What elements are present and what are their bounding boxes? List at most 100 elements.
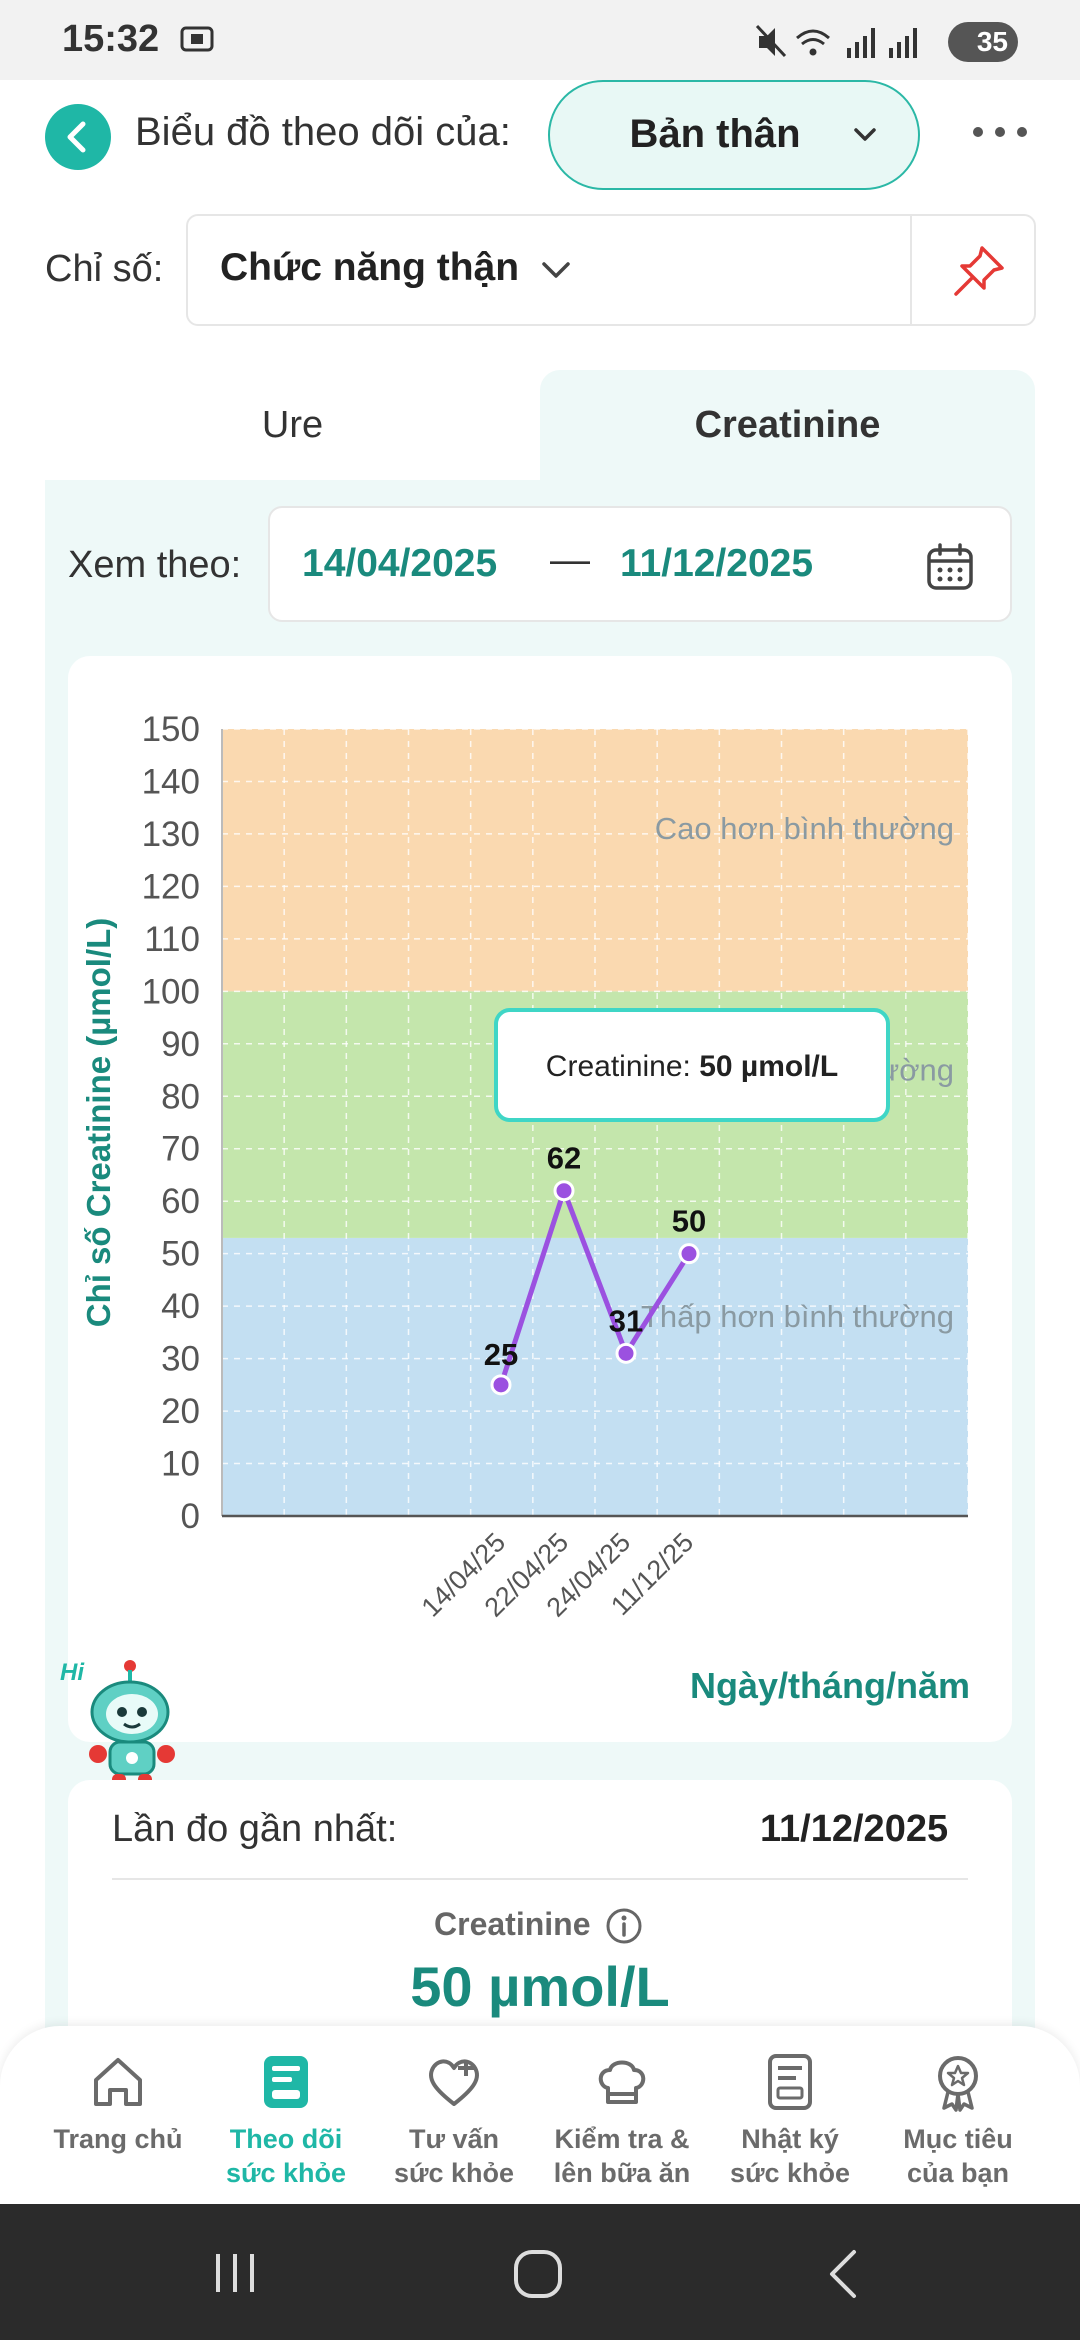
y-tick-label: 10 [161, 1445, 200, 1484]
nav-label-line2: sức khỏe [393, 2158, 515, 2188]
nav-label: Nhật ký [741, 2124, 839, 2154]
nav-item-health-tracking[interactable]: Theo dõi sức khỏe [196, 2050, 376, 2190]
nav-label: Trang chủ [53, 2124, 183, 2154]
chevron-down-icon [854, 128, 876, 141]
tooltip-box [494, 1008, 890, 1122]
x-axis-title: Ngày/tháng/năm [690, 1665, 970, 1706]
y-tick-label: 30 [161, 1340, 200, 1379]
home-icon [94, 2058, 142, 2106]
info-icon[interactable] [604, 1906, 644, 1946]
wifi-icon [796, 29, 830, 56]
subject-select[interactable]: Bản thân [548, 80, 920, 190]
nav-label: Tư vấn [408, 2124, 500, 2154]
nav-item-home[interactable]: Trang chủ [28, 2050, 208, 2156]
heart-plus-icon [429, 2059, 479, 2106]
nav-label: Kiểm tra & [554, 2124, 690, 2154]
calendar-icon[interactable] [926, 542, 974, 592]
nav-label-line2: sức khỏe [225, 2158, 347, 2188]
data-label: 50 [672, 1204, 706, 1239]
tooltip-text: Creatinine: 50 µmol/L [546, 1050, 838, 1083]
status-time: 15:32 [62, 18, 160, 60]
system-navigation-bar [0, 2204, 1080, 2340]
data-point[interactable] [553, 1180, 575, 1202]
medal-icon [938, 2056, 978, 2112]
bottom-navigation [0, 2026, 1080, 2204]
journal-icon [768, 2054, 812, 2110]
metric-label: Chỉ số: [45, 248, 164, 290]
tooltip-prefix: Creatinine: [546, 1050, 699, 1083]
nav-label-line2: của bạn [906, 2158, 1010, 2188]
signal-icon-2 [889, 28, 917, 58]
view-by-label: Xem theo: [68, 544, 242, 586]
data-point[interactable] [678, 1243, 700, 1265]
home-button-icon[interactable] [512, 2248, 564, 2300]
series-line [498, 1188, 692, 1386]
y-tick-label: 70 [161, 1130, 200, 1169]
subject-value: Bản thân [629, 112, 801, 156]
y-tick-label: 20 [161, 1392, 200, 1431]
nav-label: Mục tiêu [903, 2124, 1013, 2154]
date-to[interactable]: 11/12/2025 [620, 542, 814, 585]
nav-label-line2: sức khỏe [729, 2158, 851, 2188]
latest-measurement-value: 50 µmol/L [410, 1955, 670, 2018]
screenshot-icon [180, 26, 214, 52]
metric-value: Chức năng thận [220, 246, 520, 289]
mute-icon [755, 24, 787, 58]
health-tracking-icon [264, 2056, 308, 2108]
y-tick-label: 140 [142, 762, 200, 801]
data-label: 62 [547, 1141, 581, 1176]
y-tick-label: 80 [161, 1077, 200, 1116]
latest-measurement-date: 11/12/2025 [760, 1808, 949, 1850]
latest-metric-name: Creatinine [434, 1906, 591, 1942]
date-range-picker[interactable]: 14/04/2025 — 11/12/2025 [268, 506, 1012, 622]
mascot-greeting: Hi [60, 1659, 85, 1686]
band-label-2: Thấp hơn bình thường [641, 1299, 954, 1334]
tab-creatinine[interactable]: Creatinine [694, 404, 881, 446]
date-from[interactable]: 14/04/2025 [302, 542, 498, 585]
metric-select[interactable]: Chức năng thận [186, 214, 1036, 326]
recent-apps-icon[interactable] [210, 2250, 260, 2296]
data-point[interactable] [490, 1374, 512, 1396]
creatinine-line-chart[interactable]: 0 10 20 30 40 50 60 70 80 90 100 110 120 130 140 150 Chỉ… [68, 656, 1012, 1742]
more-options-icon[interactable] [970, 122, 1030, 142]
latest-measurement-label: Lần đo gần nhất: [112, 1808, 398, 1850]
data-label: 31 [609, 1303, 643, 1338]
signal-icon [847, 28, 875, 58]
nav-item-meal-check[interactable]: Kiểm tra & lên bữa ăn [532, 2050, 712, 2190]
y-tick-label: 130 [142, 815, 200, 854]
nav-item-health-journal[interactable]: Nhật ký sức khỏe [700, 2050, 880, 2190]
mascot-robot[interactable]: Hi [60, 1650, 190, 1800]
active-tab-background [540, 370, 1035, 490]
nav-label: Theo dõi [229, 2124, 343, 2154]
divider [112, 1878, 968, 1880]
y-tick-label: 0 [181, 1497, 200, 1536]
status-bar [0, 0, 1080, 80]
y-tick-label: 120 [142, 867, 200, 906]
data-point[interactable] [615, 1342, 637, 1364]
data-label: 25 [484, 1337, 518, 1372]
y-tick-label: 90 [161, 1025, 200, 1064]
nav-label-line2: lên bữa ăn [553, 2158, 691, 2188]
back-button[interactable] [45, 104, 111, 170]
y-tick-label: 150 [142, 710, 200, 749]
chevron-down-icon [542, 262, 570, 278]
pin-icon[interactable] [948, 242, 1008, 302]
y-tick-label: 50 [161, 1235, 200, 1274]
nav-item-goals[interactable]: Mục tiêu của bạn [868, 2050, 1048, 2190]
y-tick-label: 110 [144, 920, 200, 959]
band-label-1: ường [878, 1053, 954, 1088]
tab-ure[interactable]: Ure [261, 404, 324, 446]
tracking-for-label: Biểu đồ theo dõi của: [135, 110, 511, 154]
battery-indicator: 35 [948, 22, 1018, 62]
date-separator: — [550, 538, 590, 582]
nav-item-health-consult[interactable]: Tư vấn sức khỏe [364, 2050, 544, 2190]
back-nav-icon[interactable] [824, 2248, 864, 2300]
y-tick-label: 40 [161, 1287, 200, 1326]
divider [910, 216, 912, 324]
chef-hat-icon [598, 2060, 646, 2104]
y-tick-label: 60 [161, 1182, 200, 1221]
band-label-0: Cao hơn bình thường [655, 811, 954, 846]
status-icons [755, 24, 917, 58]
y-axis-title: Chỉ số Creatinine (µmol/L) [80, 918, 117, 1328]
chevron-left-icon [67, 121, 86, 153]
